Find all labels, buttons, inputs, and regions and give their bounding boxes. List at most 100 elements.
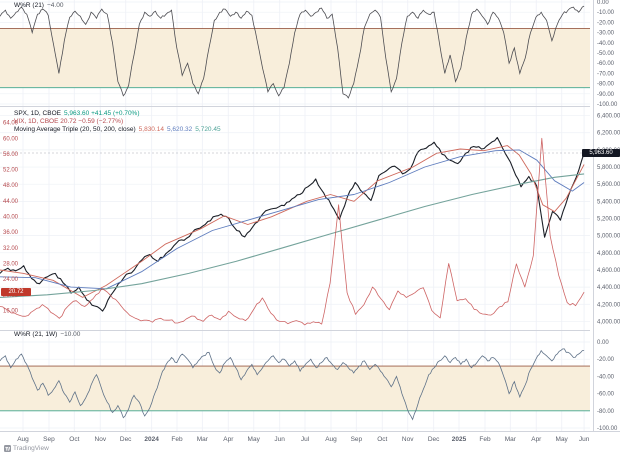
- bottom-pane-legend[interactable]: W%R (21, 1W) −10.00: [14, 331, 80, 339]
- bottom-indicator-title: W%R (21, 1W): [14, 331, 58, 338]
- y-axis-label-vix: 24.00: [3, 277, 19, 283]
- y-axis-label: -100.00: [597, 426, 618, 432]
- y-axis-label: 0.00: [597, 0, 609, 6]
- x-axis-label: Dec: [120, 436, 132, 443]
- right-price-axis[interactable]: 6,400.006,200.006,000.005,800.005,600.00…: [597, 114, 620, 326]
- y-axis-label-vix: 16.00: [3, 308, 19, 314]
- y-axis-label: -70.00: [597, 71, 615, 77]
- y-axis-label: 4,000.00: [597, 319, 620, 325]
- x-axis-label: Oct: [69, 436, 79, 443]
- y-axis-label: 4,400.00: [597, 285, 620, 291]
- ma-row[interactable]: Moving Average Triple (20, 50, 200, clos…: [14, 126, 221, 134]
- time-axis[interactable]: Aug Sep Oct Nov Dec 2024 Feb Mar Apr May Jun Jul Aug…: [17, 436, 590, 443]
- y-axis-label-vix: 36.00: [3, 230, 19, 236]
- x-axis-label: May: [556, 436, 569, 443]
- y-axis-label: -80.00: [597, 82, 615, 88]
- overbought-oversold-band: [0, 366, 590, 411]
- x-axis-label: Dec: [428, 436, 440, 443]
- y-axis-label: -40.00: [597, 374, 615, 380]
- top-indicator-title: W%R (21): [14, 2, 44, 9]
- y-axis-label: -60.00: [597, 61, 615, 67]
- spx-close-line: [0, 136, 585, 312]
- y-axis-label: -20.00: [597, 357, 615, 363]
- x-axis-label: Aug: [17, 436, 29, 443]
- y-axis-label: -60.00: [597, 392, 615, 398]
- y-axis-label: 5,800.00: [597, 165, 620, 171]
- x-axis-label: May: [248, 436, 261, 443]
- top-oscillator-pane: [0, 1, 590, 105]
- y-axis-label-vix: 40.00: [3, 215, 19, 221]
- ma-fast-value: 5,830.14: [138, 126, 164, 133]
- vix-line: [0, 137, 585, 326]
- x-axis-label: Nov: [402, 436, 414, 443]
- x-axis-label: Mar: [197, 436, 209, 443]
- y-axis-label: 0.00: [597, 340, 609, 346]
- top-pane-legend[interactable]: W%R (21) −4.00: [14, 2, 63, 10]
- x-axis-label: Apr: [531, 436, 542, 443]
- y-axis-label-vix: 64.00: [3, 121, 19, 127]
- right-axis-top-oscillator-pane[interactable]: 0.00 -10.00 -20.00 -30.00 -40.00 -50.00 -60.00…: [597, 0, 618, 108]
- y-axis-label: 6,400.00: [597, 114, 620, 120]
- x-axis-label: 2025: [452, 436, 467, 443]
- oscillator-line: [0, 5, 585, 99]
- oscillator-line: [0, 348, 585, 421]
- overbought-oversold-band: [0, 28, 590, 88]
- ma-mid-value: 5,620.32: [166, 126, 193, 133]
- main-pane: [0, 115, 590, 326]
- bottom-oscillator-pane: [0, 341, 590, 429]
- ma-title: Moving Average Triple (20, 50, 200, clos…: [14, 126, 136, 133]
- y-axis-label: -90.00: [597, 92, 615, 98]
- x-axis-label: Feb: [479, 436, 491, 443]
- symbol-change: 5,963.60 +41.45 (+0.70%): [63, 110, 140, 117]
- y-axis-label: -30.00: [597, 31, 615, 37]
- symbol-title: SPX, 1D, CBOE: [14, 110, 61, 117]
- tradingview-logo[interactable]: TradingView: [4, 445, 49, 452]
- y-axis-label-vix: 52.00: [3, 168, 19, 174]
- y-axis-label-vix: 56.00: [3, 152, 19, 158]
- x-axis-label: Apr: [223, 436, 234, 443]
- x-axis-label: Jun: [274, 436, 285, 443]
- y-axis-label: -10.00: [597, 10, 615, 16]
- x-axis-label: Jun: [579, 436, 590, 443]
- y-axis-label: 4,600.00: [597, 268, 620, 274]
- y-axis-label-vix: 32.00: [3, 246, 19, 252]
- y-axis-label: 5,600.00: [597, 182, 620, 188]
- x-axis-label: Sep: [351, 436, 363, 443]
- x-axis-label: Feb: [171, 436, 183, 443]
- y-axis-label: -50.00: [597, 51, 615, 57]
- tradingview-label: TradingView: [13, 445, 49, 452]
- bottom-indicator-value: −10.00: [60, 331, 81, 338]
- x-axis-label: Nov: [95, 436, 107, 443]
- y-axis-label: -20.00: [597, 20, 615, 26]
- y-axis-label-vix: 48.00: [3, 183, 19, 189]
- tradingview-icon: [4, 445, 11, 452]
- symbol-row[interactable]: SPX, 1D, CBOE 5,963.60 +41.45 (+0.70%): [14, 110, 221, 118]
- y-axis-label: 5,200.00: [597, 217, 620, 223]
- x-axis-label: Sep: [43, 436, 55, 443]
- right-axis-bottom-oscillator-pane[interactable]: 0.00 -20.00 -40.00 -60.00 -80.00 -100.00: [597, 340, 618, 432]
- x-axis-label: Aug: [325, 436, 337, 443]
- y-axis-label-vix: 60.00: [3, 136, 19, 142]
- x-axis-label: Oct: [377, 436, 387, 443]
- y-axis-label: -100.00: [597, 102, 618, 108]
- x-axis-label: Mar: [505, 436, 517, 443]
- ma-slow-value: 5,720.45: [195, 126, 221, 133]
- y-axis-label: 4,200.00: [597, 302, 620, 308]
- y-axis-label: 4,800.00: [597, 251, 620, 257]
- main-pane-legend[interactable]: SPX, 1D, CBOE 5,963.60 +41.45 (+0.70%) VI…: [14, 110, 221, 134]
- ma-mid-line: [0, 149, 585, 290]
- y-axis-label: -80.00: [597, 409, 615, 415]
- y-axis-label-vix: 44.00: [3, 199, 19, 205]
- top-indicator-value: −4.00: [46, 2, 64, 9]
- vix-last-price-label: 20.72: [1, 287, 31, 296]
- y-axis-label: 5,000.00: [597, 234, 620, 240]
- x-axis-label: 2024: [144, 436, 159, 443]
- ma-fast-line: [0, 145, 585, 298]
- vix-row[interactable]: VIX, 1D, CBOE 20.72 −0.59 (−2.77%): [14, 118, 124, 125]
- y-axis-label: 6,200.00: [597, 131, 620, 137]
- x-axis-label: Jul: [301, 436, 310, 443]
- y-axis-label: 5,400.00: [597, 199, 620, 205]
- y-axis-label: -40.00: [597, 41, 615, 47]
